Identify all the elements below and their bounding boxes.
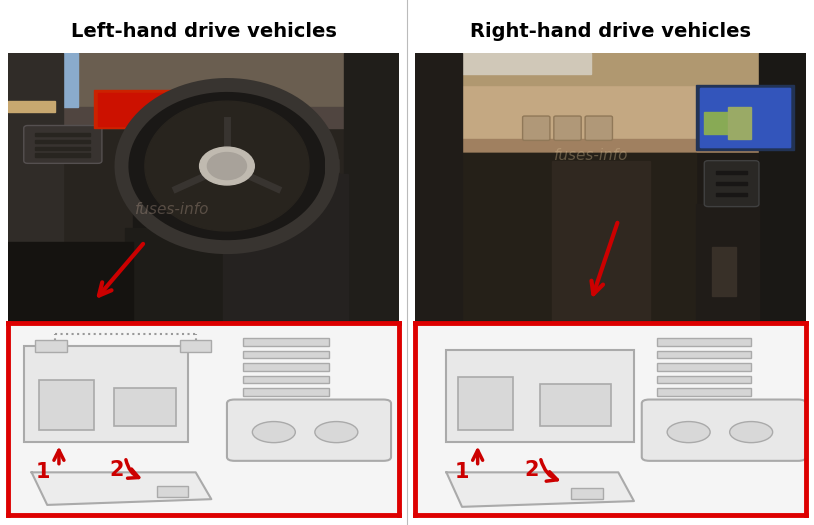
Bar bbox=[243, 388, 329, 396]
Bar bbox=[728, 107, 751, 139]
Bar bbox=[540, 384, 610, 426]
Bar bbox=[36, 153, 90, 156]
Text: Right-hand drive vehicles: Right-hand drive vehicles bbox=[470, 22, 751, 41]
Text: 1: 1 bbox=[454, 462, 469, 482]
Bar bbox=[658, 388, 751, 396]
FancyBboxPatch shape bbox=[24, 125, 102, 163]
Text: 2: 2 bbox=[110, 460, 125, 480]
Bar bbox=[446, 350, 634, 442]
Bar bbox=[415, 52, 806, 85]
FancyBboxPatch shape bbox=[704, 161, 759, 207]
Bar bbox=[716, 193, 747, 196]
Bar bbox=[125, 228, 223, 323]
Bar bbox=[36, 340, 67, 352]
Bar bbox=[697, 85, 794, 150]
Bar bbox=[8, 242, 133, 323]
Bar bbox=[658, 375, 751, 383]
Bar bbox=[36, 140, 90, 143]
Bar bbox=[8, 101, 55, 112]
Bar bbox=[243, 375, 329, 383]
Circle shape bbox=[667, 422, 710, 443]
FancyBboxPatch shape bbox=[585, 116, 612, 140]
Bar bbox=[180, 340, 212, 352]
Bar bbox=[415, 153, 806, 323]
Circle shape bbox=[252, 422, 295, 443]
Text: fuses-info: fuses-info bbox=[554, 148, 628, 163]
Bar bbox=[415, 52, 591, 74]
Bar bbox=[39, 380, 94, 430]
Text: fuses-info: fuses-info bbox=[135, 202, 209, 217]
FancyBboxPatch shape bbox=[227, 400, 391, 461]
Bar bbox=[716, 182, 747, 185]
Bar bbox=[94, 90, 173, 128]
Bar bbox=[704, 112, 743, 134]
Bar bbox=[697, 204, 759, 323]
Bar bbox=[223, 174, 348, 323]
Polygon shape bbox=[446, 472, 634, 507]
Bar bbox=[8, 107, 399, 128]
Bar bbox=[344, 52, 399, 323]
Bar bbox=[415, 52, 462, 323]
Polygon shape bbox=[121, 85, 332, 247]
Bar bbox=[700, 88, 790, 147]
FancyBboxPatch shape bbox=[523, 116, 550, 140]
Bar bbox=[658, 351, 751, 359]
Polygon shape bbox=[32, 472, 212, 505]
Bar bbox=[133, 120, 180, 242]
Bar bbox=[24, 346, 188, 442]
Bar bbox=[716, 171, 747, 174]
Bar bbox=[658, 338, 751, 346]
Bar bbox=[243, 363, 329, 371]
FancyBboxPatch shape bbox=[641, 400, 806, 461]
Bar bbox=[243, 351, 329, 359]
Bar bbox=[36, 133, 90, 136]
Bar bbox=[8, 52, 78, 107]
Circle shape bbox=[729, 422, 772, 443]
Bar bbox=[8, 52, 63, 323]
Bar bbox=[243, 338, 329, 346]
Bar bbox=[8, 52, 399, 112]
Bar bbox=[571, 488, 602, 499]
Bar bbox=[98, 93, 168, 125]
Bar bbox=[415, 139, 806, 155]
Circle shape bbox=[208, 153, 247, 180]
Bar bbox=[458, 376, 513, 430]
Text: 2: 2 bbox=[524, 460, 539, 480]
Bar bbox=[36, 146, 90, 150]
Polygon shape bbox=[145, 101, 309, 231]
Bar bbox=[700, 88, 790, 147]
Bar bbox=[114, 388, 176, 426]
Text: Left-hand drive vehicles: Left-hand drive vehicles bbox=[71, 22, 336, 41]
Bar bbox=[156, 486, 188, 497]
Bar bbox=[415, 52, 806, 155]
FancyBboxPatch shape bbox=[554, 116, 581, 140]
Bar bbox=[462, 153, 697, 323]
Bar bbox=[712, 247, 736, 296]
Bar bbox=[759, 52, 806, 323]
Bar bbox=[658, 363, 751, 371]
Circle shape bbox=[199, 147, 254, 185]
Bar bbox=[552, 161, 650, 323]
Circle shape bbox=[315, 422, 358, 443]
Text: 1: 1 bbox=[36, 462, 50, 482]
